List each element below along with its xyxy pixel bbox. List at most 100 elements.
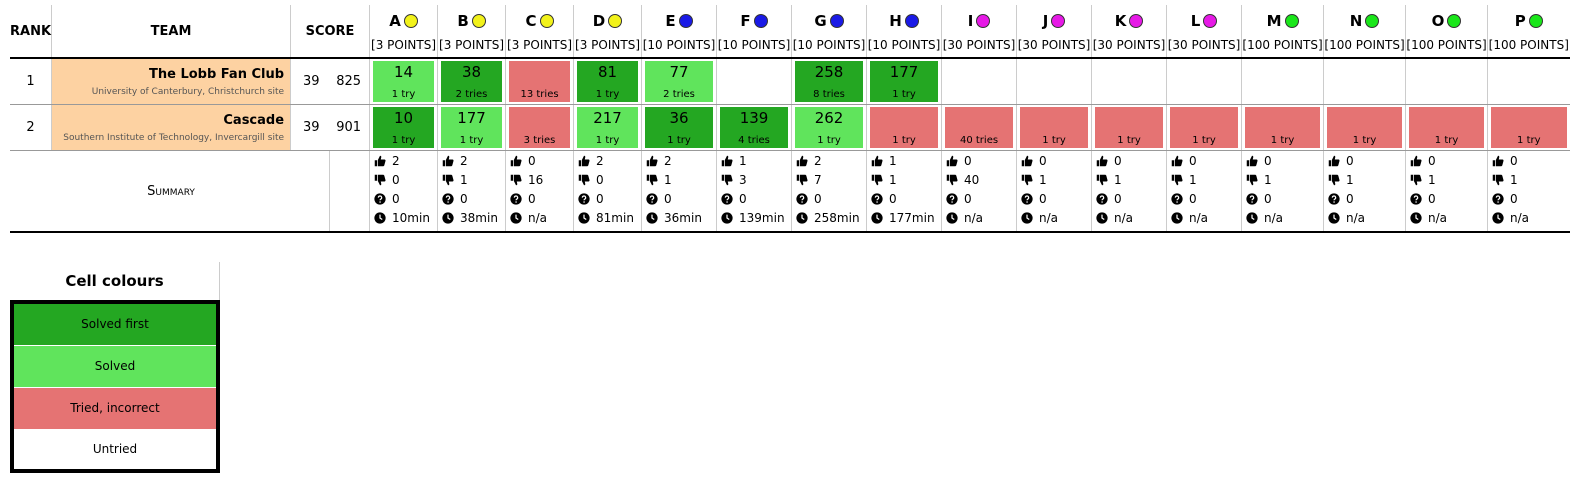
- summary-time: n/a: [1510, 210, 1530, 225]
- problem-points: [30 POINTS]: [942, 38, 1016, 52]
- problem-header-c[interactable]: C [3 POINTS]: [505, 5, 574, 59]
- summary-pending: 0: [1264, 191, 1272, 206]
- result-tries: 1 try: [459, 135, 484, 146]
- result-sfirst[interactable]: 139 4 tries: [720, 107, 789, 148]
- thumbs-down-icon: [1096, 174, 1108, 186]
- summary-cell: 0 1 0 n/a: [1166, 150, 1242, 233]
- result-tried[interactable]: 1 try: [1245, 107, 1321, 148]
- summary-cell: 1 1 0 177min: [866, 150, 942, 233]
- problem-letter: G: [814, 12, 827, 30]
- result-tried[interactable]: 1 try: [1095, 107, 1164, 148]
- result-tried[interactable]: 1 try: [1020, 107, 1089, 148]
- summary-up: 0: [1346, 153, 1354, 168]
- summary-down: 1: [1039, 172, 1047, 187]
- problem-points: [3 POINTS]: [575, 38, 641, 52]
- question-circle-icon: [646, 192, 658, 205]
- thumbs-down-icon: [721, 174, 733, 186]
- team-solved: 39: [290, 58, 330, 105]
- summary-time: n/a: [964, 210, 984, 225]
- problem-letter: P: [1514, 12, 1526, 30]
- summary-pending: 0: [460, 191, 468, 206]
- thumbs-down-icon: [578, 174, 590, 186]
- problem-header-l[interactable]: L [30 POINTS]: [1166, 5, 1242, 59]
- summary-cell: 0 1 0 n/a: [1487, 150, 1570, 233]
- summary-cell: 0 1 0 n/a: [1016, 150, 1092, 233]
- result-cell: 10 1 try: [369, 104, 438, 151]
- problem-header-h[interactable]: H [10 POINTS]: [866, 5, 942, 59]
- thumbs-down-icon: [1492, 174, 1504, 186]
- balloon-icon: [753, 14, 768, 28]
- summary-time: n/a: [1189, 210, 1209, 225]
- thumbs-up-icon: [646, 155, 658, 167]
- legend-title: Cell colours: [10, 262, 220, 300]
- result-cell: 1 try: [1091, 104, 1167, 151]
- result-tried[interactable]: 1 try: [1170, 107, 1239, 148]
- result-solved[interactable]: 77 2 tries: [645, 61, 714, 102]
- problem-header-a[interactable]: A [3 POINTS]: [369, 5, 438, 59]
- result-tried[interactable]: 3 tries: [509, 107, 571, 148]
- balloon-icon: [904, 14, 919, 28]
- result-sfirst[interactable]: 36 1 try: [645, 107, 714, 148]
- problem-header-p[interactable]: P [100 POINTS]: [1487, 5, 1570, 59]
- result-sfirst[interactable]: 10 1 try: [373, 107, 435, 148]
- result-solved[interactable]: 217 1 try: [577, 107, 639, 148]
- result-tried[interactable]: 1 try: [1409, 107, 1485, 148]
- result-cell: 217 1 try: [573, 104, 642, 151]
- team-penalty: 825: [329, 58, 370, 105]
- thumbs-down-icon: [796, 174, 808, 186]
- result-tried[interactable]: 1 try: [1491, 107, 1567, 148]
- result-sfirst[interactable]: 81 1 try: [577, 61, 639, 102]
- result-sfirst[interactable]: 177 1 try: [870, 61, 939, 102]
- legend-item: Untried: [14, 430, 216, 469]
- result-time: 36: [669, 109, 689, 127]
- result-tries: 1 try: [391, 135, 416, 146]
- result-solved[interactable]: 177 1 try: [441, 107, 503, 148]
- problem-header-b[interactable]: B [3 POINTS]: [437, 5, 506, 59]
- thumbs-down-icon: [510, 174, 522, 186]
- clock-icon: [721, 211, 733, 224]
- problem-header-f[interactable]: F [10 POINTS]: [716, 5, 792, 59]
- result-tried[interactable]: 1 try: [870, 107, 939, 148]
- result-cell: 177 1 try: [437, 104, 506, 151]
- summary-pending: 0: [596, 191, 604, 206]
- summary-up: 0: [1510, 153, 1518, 168]
- result-tried[interactable]: 1 try: [1327, 107, 1403, 148]
- result-sfirst[interactable]: 38 2 tries: [441, 61, 503, 102]
- problem-header-j[interactable]: J [30 POINTS]: [1016, 5, 1092, 59]
- thumbs-up-icon: [1492, 155, 1504, 167]
- result-tried[interactable]: 40 tries: [945, 107, 1014, 148]
- balloon-icon: [1203, 14, 1218, 28]
- result-tries: 1 try: [892, 89, 916, 100]
- balloon-icon: [403, 14, 418, 28]
- clock-icon: [1492, 211, 1504, 224]
- balloon-icon: [1528, 14, 1543, 28]
- problem-header-m[interactable]: M [100 POINTS]: [1241, 5, 1324, 59]
- clock-icon: [1410, 211, 1422, 224]
- problem-header-o[interactable]: O [100 POINTS]: [1405, 5, 1488, 59]
- clock-icon: [442, 211, 454, 224]
- problem-header-e[interactable]: E [10 POINTS]: [641, 5, 717, 59]
- balloon-icon: [1051, 14, 1066, 28]
- summary-cell: 1 3 0 139min: [716, 150, 792, 233]
- problem-header-i[interactable]: I [30 POINTS]: [941, 5, 1017, 59]
- team-name-cell[interactable]: The Lobb Fan Club University of Canterbur…: [51, 58, 292, 105]
- result-solved[interactable]: 262 1 try: [795, 107, 864, 148]
- team-name-cell[interactable]: Cascade Southern Institute of Technology,…: [51, 104, 292, 151]
- summary-pending: 0: [1346, 191, 1354, 206]
- problem-letter: A: [389, 12, 401, 30]
- result-solved[interactable]: 14 1 try: [373, 61, 435, 102]
- result-tried[interactable]: 13 tries: [509, 61, 571, 102]
- summary-cell: 2 1 0 36min: [641, 150, 717, 233]
- clock-icon: [374, 211, 386, 224]
- result-sfirst[interactable]: 258 8 tries: [795, 61, 864, 102]
- clock-icon: [1246, 211, 1258, 224]
- summary-pending: 0: [1114, 191, 1122, 206]
- problem-header-k[interactable]: K [30 POINTS]: [1091, 5, 1167, 59]
- clock-icon: [796, 211, 808, 224]
- problem-header-g[interactable]: G [10 POINTS]: [791, 5, 867, 59]
- problem-header-n[interactable]: N [100 POINTS]: [1323, 5, 1406, 59]
- team-rank: 1: [10, 58, 52, 105]
- problem-header-d[interactable]: D [3 POINTS]: [573, 5, 642, 59]
- summary-up: 0: [1039, 153, 1047, 168]
- question-circle-icon: [1410, 192, 1422, 205]
